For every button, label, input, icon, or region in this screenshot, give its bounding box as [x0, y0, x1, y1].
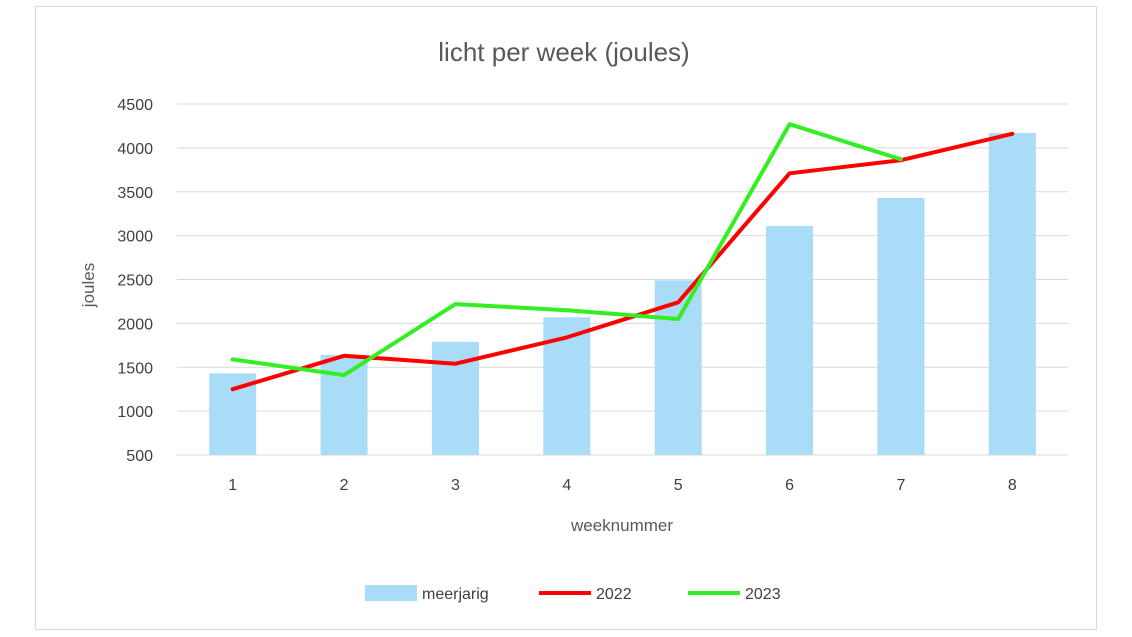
- legend-label-2023: 2023: [745, 586, 781, 603]
- bar: [320, 354, 368, 455]
- x-axis-label: weeknummer: [570, 516, 673, 535]
- y-tick-label: 1500: [117, 360, 153, 377]
- x-tick-label: 2: [340, 477, 349, 494]
- gridlines: [177, 103, 1068, 456]
- chart-title: licht per week (joules): [438, 37, 689, 67]
- chart: licht per week (joules) 500 1000 1500 2000 2…: [79, 37, 1068, 603]
- bar: [209, 373, 257, 455]
- chart-frame: licht per week (joules) 500 1000 1500 2000 2…: [35, 6, 1097, 630]
- bar: [766, 225, 814, 455]
- x-tick-label: 5: [674, 477, 683, 494]
- y-tick-label: 2500: [117, 273, 153, 290]
- y-tick-label: 2000: [117, 316, 153, 333]
- line-series: [230, 122, 1015, 392]
- line-2022: [230, 131, 1015, 392]
- y-tick-label: 4500: [117, 97, 153, 114]
- legend-label-2022: 2022: [596, 586, 632, 603]
- line-2023: [230, 122, 903, 378]
- y-tick-label: 3500: [117, 185, 153, 202]
- bar: [654, 280, 702, 455]
- x-tick-label: 7: [896, 477, 905, 494]
- y-tick-label: 500: [126, 448, 153, 465]
- x-axis-ticks: 1 2 3 4 5 6 7 8: [228, 477, 1017, 494]
- x-tick-label: 4: [562, 477, 571, 494]
- legend-label-meerjarig: meerjarig: [422, 586, 489, 603]
- x-tick-label: 6: [785, 477, 794, 494]
- bar: [877, 197, 925, 455]
- y-axis-ticks: 500 1000 1500 2000 2500 3000 3500 4000 4500: [117, 97, 153, 465]
- y-tick-label: 4000: [117, 141, 153, 158]
- legend-swatch-meerjarig: [365, 585, 417, 601]
- y-tick-label: 3000: [117, 229, 153, 246]
- legend: meerjarig 2022 2023: [365, 585, 781, 603]
- y-tick-label: 1000: [117, 404, 153, 421]
- x-tick-label: 1: [228, 477, 237, 494]
- bar-series-meerjarig: [209, 132, 1036, 455]
- x-tick-label: 8: [1008, 477, 1017, 494]
- bar: [988, 132, 1036, 455]
- y-axis-label: joules: [79, 263, 98, 308]
- x-tick-label: 3: [451, 477, 460, 494]
